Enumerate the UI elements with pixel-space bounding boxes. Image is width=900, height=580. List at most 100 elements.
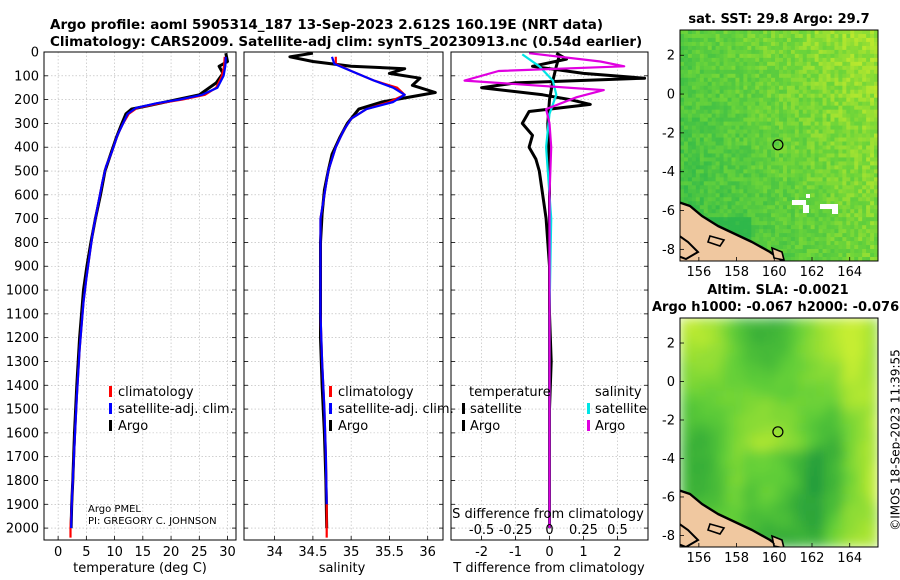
missing-data [832,208,838,214]
series-line-satellite-adj-clim- [319,56,406,505]
y-tick-label: 400 [14,141,39,156]
y-tick-label: -4 [662,165,675,180]
sla-map-panel: Altim. SLA: -0.0021 Argo h1000: -0.067 h… [652,283,899,566]
y-tick-label: 500 [14,165,39,180]
y-tick-label: 0 [667,375,675,390]
y-tick-label: 200 [14,93,39,108]
y-tick-label: 0 [31,46,39,61]
y-tick-label: 800 [14,236,39,251]
missing-data [803,205,809,213]
island [770,534,785,547]
x-tick-label: 2 [613,545,621,560]
landmass [680,235,700,261]
legend-label-sal-argo: Argo [595,419,625,434]
x-tick-label: 162 [800,265,825,280]
x-tick-label: 5 [82,545,90,560]
series-line-climatology [69,56,226,538]
x-tick-label: 158 [724,265,749,280]
legend-label-satellite-adj: satellite-adj. clim. [118,402,234,417]
x-tick-label: 156 [686,265,711,280]
legend-swatch-climatology [109,386,112,397]
credit-line-1: Argo PMEL [88,504,141,515]
y-tick-label: 1700 [6,450,39,465]
landmass [680,523,700,547]
x-tick-label: 34 [266,545,283,560]
landmass [680,201,785,261]
landmass [680,489,782,547]
y-tick-label: -2 [662,413,675,428]
series-line-climatology [319,56,406,538]
credit-line-2: PI: GREGORY C. JOHNSON [88,516,217,527]
legend-swatch-temp-argo [462,420,465,431]
sla-map-title: Altim. SLA: -0.0021 [707,283,848,298]
legend-label-satellite-adj: satellite-adj. clim. [338,402,454,417]
legend-swatch-climatology [329,386,332,397]
x-tick-label: -2 [475,545,488,560]
temperature-axes-frame [43,51,237,541]
y-tick-label: -8 [662,529,675,544]
y-tick-label: -2 [662,126,675,141]
series-line-salinity-argo [463,52,626,529]
y-tick-label: 1400 [6,379,39,394]
x-tick-label: 1 [579,545,587,560]
y-tick-label: 2000 [6,522,39,537]
sst-map-content [680,30,878,261]
difference-legend: temperature salinity satellite Argo sate… [462,385,647,434]
y-tick-label: -6 [662,204,675,219]
argo-position-marker [772,139,784,151]
y-tick-label: 1300 [6,355,39,370]
x-tick-label: 0 [54,545,62,560]
sla-map-content [680,318,878,547]
x-tick-label: 34.5 [298,545,327,560]
y-tick-label: 1200 [6,331,39,346]
x2-tick-label: 0.5 [607,523,628,538]
legend-label-climatology: climatology [118,385,194,400]
salinity-panel: 34 34.5 35 35.5 36 salinity [243,51,444,576]
sst-map-panel: sat. SST: 29.8 Argo: 29.7 156 158 160 162 16… [662,12,879,280]
x-tick-label: 20 [163,545,180,560]
x-tick-label: 164 [837,551,862,566]
y-tick-label: 1100 [6,307,39,322]
legend-swatch-sal-satellite [587,403,590,414]
header-line-1: Argo profile: aoml 5905314_187 13-Sep-20… [50,17,603,33]
y-tick-label: 600 [14,188,39,203]
legend-label-argo: Argo [118,419,148,434]
x-tick-label: 25 [191,545,208,560]
legend-swatch-argo [329,420,332,431]
x2-tick-label: 0.25 [569,523,598,538]
difference-x2label: S difference from climatology [452,507,644,522]
x-tick-label: 15 [135,545,152,560]
x-tick-label: 164 [837,265,862,280]
missing-data [792,200,806,205]
legend-swatch-temp-satellite [462,403,465,414]
y-tick-label: 900 [14,260,39,275]
island [706,235,726,247]
x2-tick-label: 0 [545,523,553,538]
argo-position-marker [772,426,784,438]
difference-panel: -2 -1 0 1 2 -0.5 -0.25 0 0.25 0.5 T difference fr… [450,51,649,576]
sst-map-frame [679,29,879,262]
legend-label-temp-argo: Argo [470,419,500,434]
difference-xlabel: T difference from climatology [452,561,645,576]
sst-map-title: sat. SST: 29.8 Argo: 29.7 [688,12,869,27]
sla-map-subtitle: Argo h1000: -0.067 h2000: -0.076 [652,300,899,315]
legend-swatch-sal-argo [587,420,590,431]
missing-data [820,204,838,209]
y-tick-label: 300 [14,117,39,132]
x-tick-label: 30 [219,545,236,560]
missing-data [806,194,810,198]
legend-label-sal-satellite: satellite [595,402,647,417]
legend-header-temperature: temperature [469,385,551,400]
y-tick-label: 0 [667,88,675,103]
legend-swatch-argo [109,420,112,431]
y-tick-label: 1600 [6,426,39,441]
y-tick-label: 1500 [6,403,39,418]
x-tick-label: 35 [343,545,360,560]
y-tick-label: -8 [662,243,675,258]
x2-tick-label: -0.25 [499,523,533,538]
salinity-legend: climatology satellite-adj. clim. Argo [329,385,454,434]
x-tick-label: -1 [509,545,522,560]
legend-swatch-satellite-adj [109,403,112,414]
x-tick-label: 35.5 [375,545,404,560]
